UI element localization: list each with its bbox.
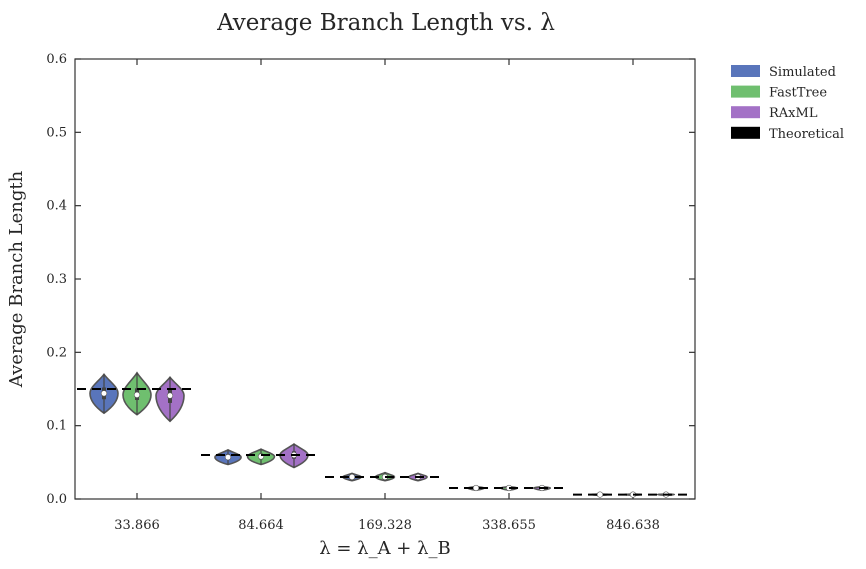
- x-tick-label: 338.655: [482, 518, 536, 533]
- y-axis-label: Average Branch Length: [6, 170, 27, 388]
- violin-median-point: [596, 491, 604, 498]
- y-tick-label: 0.5: [46, 125, 67, 140]
- y-tick-label: 0.6: [46, 52, 67, 67]
- x-tick-label: 84.664: [238, 518, 284, 533]
- violin-median-point: [348, 473, 356, 481]
- legend-swatch: [731, 106, 760, 119]
- chart-title: Average Branch Length vs. λ: [216, 10, 555, 36]
- violin-median-point: [224, 454, 232, 461]
- plot-frame: [74, 58, 696, 500]
- x-axis-label: λ = λ_A + λ_B: [319, 538, 451, 559]
- x-tick-label: 846.638: [606, 518, 660, 533]
- plot-area: 0.0 0.1 0.2 0.3 0.4 0.5 0.6 33.866 84.664 169.328…: [46, 52, 696, 533]
- y-tick-label: 0.2: [46, 345, 67, 360]
- violin-median-point: [472, 484, 480, 492]
- violin-median-point: [133, 391, 141, 398]
- legend-swatch: [731, 85, 760, 98]
- legend-swatch: [731, 65, 760, 77]
- y-tick-label: 0.3: [46, 272, 67, 287]
- y-tick-label: 0.4: [46, 199, 67, 214]
- legend-label: Simulated: [769, 65, 836, 80]
- legend-label: Theoretical: [769, 127, 844, 142]
- legend-label: FastTree: [769, 86, 827, 101]
- y-tick-label: 0.1: [46, 419, 67, 434]
- x-tick-label: 33.866: [114, 518, 160, 533]
- legend-swatch: [731, 126, 760, 139]
- y-tick-label: 0.0: [46, 492, 67, 507]
- legend: Simulated FastTree RAxML Theoretical: [731, 65, 844, 142]
- violin-median-point: [166, 392, 174, 399]
- violin-median-point: [100, 390, 108, 397]
- legend-label: RAxML: [769, 106, 818, 121]
- x-tick-label: 169.328: [358, 518, 412, 533]
